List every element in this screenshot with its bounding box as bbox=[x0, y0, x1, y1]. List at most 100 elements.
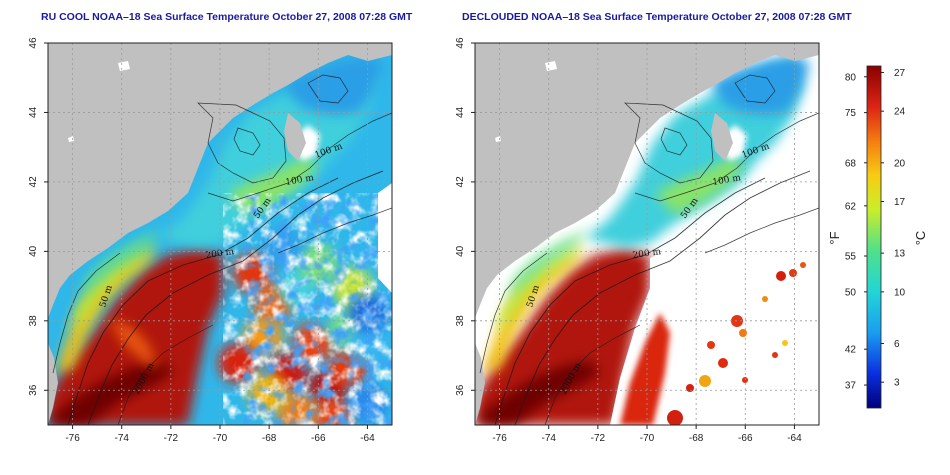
isobath-0 bbox=[494, 177, 766, 425]
cloud-patch bbox=[378, 183, 392, 293]
celsius-tick-label: 6 bbox=[894, 339, 900, 350]
contour-label: 100 m bbox=[712, 173, 742, 188]
lake-1 bbox=[545, 61, 557, 71]
sst-patch-11 bbox=[667, 410, 683, 425]
isobath-2 bbox=[624, 102, 714, 184]
lon-tick-label: -70 bbox=[640, 433, 655, 444]
isobath-3 bbox=[52, 252, 121, 374]
fahrenheit-unit-label: °F bbox=[827, 231, 842, 244]
celsius-unit-label: °C bbox=[913, 231, 928, 246]
lat-tick-label: 42 bbox=[28, 176, 39, 188]
lat-tick-label: 44 bbox=[28, 106, 39, 118]
sst-region-5 bbox=[78, 228, 163, 301]
temperature-colorbar: 27 24 20 17 13 10 6 3 80 75 68 62 55 50 42 37 °F °C bbox=[827, 65, 928, 409]
lon-tick-label: -66 bbox=[311, 433, 326, 444]
sst-patch-4 bbox=[800, 262, 806, 268]
land-mass-south bbox=[475, 343, 485, 425]
lat-tick-label: 40 bbox=[455, 245, 466, 257]
lat-tick-label: 36 bbox=[28, 384, 39, 396]
celsius-tick-label: 3 bbox=[894, 378, 900, 389]
isobath-1 bbox=[514, 170, 811, 425]
fahrenheit-tick-label: 62 bbox=[845, 201, 857, 212]
isobath-3 bbox=[479, 252, 548, 374]
celsius-tick-label: 10 bbox=[894, 287, 906, 298]
lon-tick-label: -76 bbox=[492, 433, 507, 444]
isobath-6 bbox=[660, 127, 688, 156]
isobath-0 bbox=[67, 177, 339, 425]
sst-region-3 bbox=[483, 248, 585, 373]
isobath-4 bbox=[634, 112, 819, 202]
sst-patch-3 bbox=[789, 269, 797, 277]
lat-tick-label: 42 bbox=[455, 176, 466, 188]
sst-region-4 bbox=[68, 238, 158, 333]
isobath-7 bbox=[734, 74, 776, 104]
left-panel-title: RU COOL NOAA–18 Sea Surface Temperature … bbox=[41, 11, 413, 23]
celsius-tick-label: 17 bbox=[894, 197, 906, 208]
fahrenheit-tick-label: 68 bbox=[845, 158, 857, 169]
celsius-tick-label: 13 bbox=[894, 249, 906, 260]
lat-tick-label: 38 bbox=[455, 315, 466, 327]
isobath-5 bbox=[544, 324, 641, 425]
lat-tick-label: 46 bbox=[28, 37, 39, 49]
lon-tick-label: -74 bbox=[114, 433, 129, 444]
lon-tick-label: -76 bbox=[65, 433, 80, 444]
lat-tick-label: 40 bbox=[28, 245, 39, 257]
lat-tick-label: 36 bbox=[455, 384, 466, 396]
lake-1 bbox=[118, 61, 130, 71]
lon-tick-label: -72 bbox=[164, 433, 179, 444]
lon-tick-label: -64 bbox=[360, 433, 375, 444]
lon-tick-label: -72 bbox=[591, 433, 606, 444]
lat-tick-label: 46 bbox=[455, 37, 466, 49]
right-panel-title: DECLOUDED NOAA–18 Sea Surface Temperatur… bbox=[462, 11, 852, 23]
sst-region-2 bbox=[108, 318, 158, 368]
sst-region-3 bbox=[56, 248, 158, 373]
land-mass-south bbox=[48, 343, 58, 425]
fahrenheit-tick-label: 50 bbox=[845, 287, 857, 298]
island bbox=[284, 113, 306, 161]
lake-2 bbox=[68, 136, 74, 142]
sst-region-8 bbox=[283, 55, 383, 115]
fahrenheit-tick-label: 80 bbox=[845, 72, 857, 83]
land-mass bbox=[475, 43, 819, 318]
fahrenheit-tick-label: 37 bbox=[845, 381, 857, 392]
lon-tick-label: -68 bbox=[262, 433, 277, 444]
sst-patch-6 bbox=[718, 358, 728, 368]
lon-tick-label: -64 bbox=[787, 433, 802, 444]
contour-label: 100 m bbox=[285, 173, 315, 188]
sst-region-1 bbox=[475, 361, 600, 425]
sst-region-7 bbox=[655, 158, 745, 215]
sst-region-4 bbox=[495, 238, 585, 333]
celsius-tick-label: 27 bbox=[894, 68, 906, 79]
isobath-8 bbox=[704, 207, 819, 254]
sst-patch-7 bbox=[699, 375, 711, 387]
sst-patch-10 bbox=[762, 296, 768, 302]
lon-tick-label: -66 bbox=[738, 433, 753, 444]
fahrenheit-tick-label: 55 bbox=[845, 252, 857, 263]
sst-patch-1 bbox=[739, 329, 747, 337]
island bbox=[711, 113, 733, 161]
celsius-tick-label: 20 bbox=[894, 158, 906, 169]
land-mass bbox=[48, 43, 392, 318]
sst-region-8 bbox=[710, 55, 810, 115]
sst-patch-5 bbox=[707, 341, 715, 349]
sst-patch-2 bbox=[776, 271, 786, 281]
isobath-6 bbox=[233, 127, 261, 156]
lat-tick-label: 44 bbox=[455, 106, 466, 118]
isobath-2 bbox=[197, 102, 287, 184]
celsius-tick-label: 24 bbox=[894, 107, 906, 118]
lake-2 bbox=[495, 136, 501, 142]
sst-region-0 bbox=[475, 248, 650, 425]
colorbar-gradient bbox=[866, 65, 882, 409]
sst-patch-8 bbox=[686, 384, 694, 392]
isobath-7 bbox=[307, 74, 349, 104]
isobath-1 bbox=[87, 170, 384, 425]
lat-tick-label: 38 bbox=[28, 315, 39, 327]
lon-tick-label: -68 bbox=[689, 433, 704, 444]
fahrenheit-tick-label: 75 bbox=[845, 108, 857, 119]
